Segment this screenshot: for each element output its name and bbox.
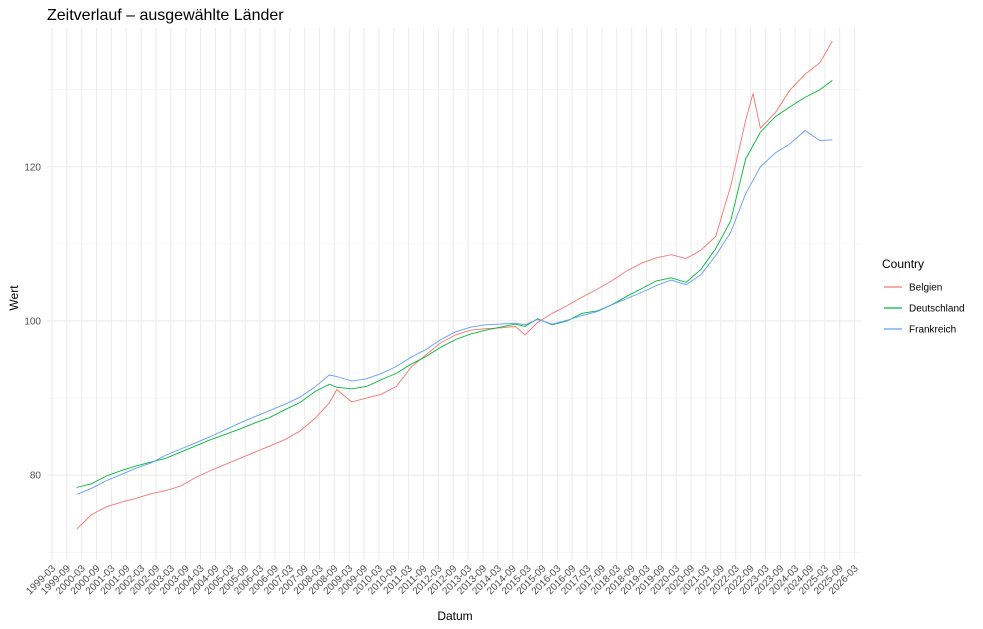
y-axis-ticks: 80 100 120 (24, 162, 41, 481)
legend-items: Belgien Deutschland Frankreich (884, 283, 965, 336)
legend-title: Country (882, 257, 924, 271)
x-axis-title: Datum (437, 609, 472, 623)
legend-label-deutschland: Deutschland (909, 304, 965, 315)
legend-label-frankreich: Frankreich (909, 325, 956, 336)
grid-layer (47, 28, 862, 560)
y-axis-title: Wert (7, 285, 21, 311)
chart-title: Zeitverlauf – ausgewählte Länder (47, 7, 284, 24)
series-line-belgien (76, 40, 833, 530)
series-line-deutschland (76, 80, 833, 488)
series-layer (76, 40, 833, 530)
x-axis-ticks: 1999-031999-092000-032000-092001-032001-… (24, 563, 861, 597)
legend: Country Belgien Deutschland Frankreich (882, 257, 965, 336)
y-tick-label: 100 (24, 316, 41, 327)
series-line-frankreich (76, 129, 833, 495)
y-tick-label: 120 (24, 162, 41, 173)
y-tick-label: 80 (30, 471, 42, 482)
legend-label-belgien: Belgien (909, 283, 942, 294)
